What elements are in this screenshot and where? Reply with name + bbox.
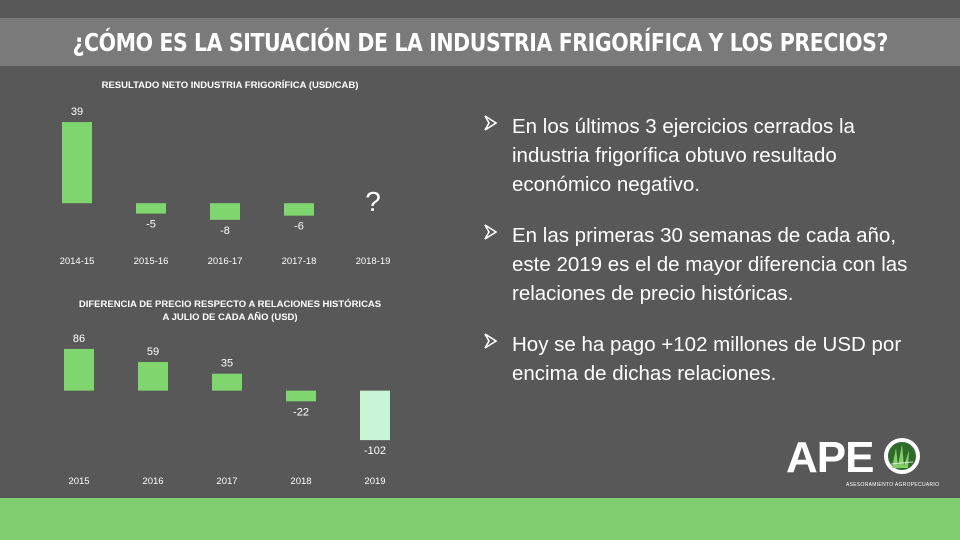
data-label-2018-19: ? xyxy=(365,186,381,217)
chart-title: RESULTADO NETO INDUSTRIA FRIGORÍFICA (US… xyxy=(101,80,359,91)
data-label-2019: -102 xyxy=(364,445,386,457)
category-label-2015: 2015 xyxy=(68,476,89,487)
title-bar: ¿CÓMO ES LA SITUACIÓN DE LA INDUSTRIA FR… xyxy=(0,18,960,66)
chart-title-line-2: A JULIO DE CADA AÑO (USD) xyxy=(162,312,298,323)
bullet-line: En las primeras 30 semanas de cada año, xyxy=(512,224,897,247)
category-label-2014-15: 2014-15 xyxy=(60,256,95,267)
bullet-line: industria frigorífica obtuvo resultado xyxy=(512,144,837,167)
bar-2016 xyxy=(138,362,168,391)
data-label-2015-16: -5 xyxy=(146,219,156,231)
bar-2019 xyxy=(360,390,390,441)
ape-logo: APE ASESORAMIENTO AGROPECUARIO xyxy=(786,432,939,492)
chart-resultado-neto: RESULTADO NETO INDUSTRIA FRIGORÍFICA (US… xyxy=(40,76,420,271)
bullet-line: Hoy se ha pago +102 millones de USD por xyxy=(512,333,902,356)
arrow-bullet-icon xyxy=(484,115,498,131)
category-label-2016: 2016 xyxy=(142,476,163,487)
chart-diferencia-precio: DIFERENCIA DE PRECIO RESPECTO A RELACION… xyxy=(40,296,420,491)
data-label-2014-15: 39 xyxy=(71,106,83,118)
bullet-item: En los últimos 3 ejercicios cerrados la … xyxy=(484,112,934,199)
data-label-2015: 86 xyxy=(73,333,85,345)
bullet-list: En los últimos 3 ejercicios cerrados la … xyxy=(484,112,934,410)
footer-bar xyxy=(0,498,960,540)
bullet-item: Hoy se ha pago +102 millones de USD por … xyxy=(484,330,934,388)
bar-2014-15 xyxy=(62,122,92,204)
arrow-bullet-icon xyxy=(484,224,498,240)
chart-svg: 86 2015 59 2016 35 2017 -22 2018 -102 2019 xyxy=(64,333,390,487)
bullet-line: este 2019 es el de mayor diferencia con … xyxy=(512,253,908,276)
bullet-line: relaciones de precio históricas. xyxy=(512,282,794,305)
logo-subtitle: ASESORAMIENTO AGROPECUARIO xyxy=(846,482,940,488)
chart-title-line-1: DIFERENCIA DE PRECIO RESPECTO A RELACION… xyxy=(78,299,382,310)
logo-text: APE xyxy=(786,433,874,482)
bar-2018 xyxy=(286,390,316,402)
category-label-2018-19: 2018-19 xyxy=(356,256,391,267)
data-label-2018: -22 xyxy=(293,406,309,418)
bar-2017-18 xyxy=(284,203,314,216)
category-label-2018: 2018 xyxy=(290,476,311,487)
category-label-2015-16: 2015-16 xyxy=(134,256,169,267)
bar-2016-17 xyxy=(210,203,240,220)
bullet-line: En los últimos 3 ejercicios cerrados la xyxy=(512,115,855,138)
data-label-2017-18: -6 xyxy=(294,221,304,233)
data-label-2016: 59 xyxy=(147,346,159,358)
grass-circle-icon xyxy=(884,438,920,474)
slide-title: ¿CÓMO ES LA SITUACIÓN DE LA INDUSTRIA FR… xyxy=(72,27,888,57)
data-label-2016-17: -8 xyxy=(220,225,230,237)
bar-2015-16 xyxy=(136,203,166,214)
category-label-2017: 2017 xyxy=(216,476,237,487)
chart-svg: 39 2014-15 -5 2015-16 -8 2016-17 -6 2017-18? 201… xyxy=(60,106,391,267)
category-label-2017-18: 2017-18 xyxy=(282,256,317,267)
arrow-bullet-icon xyxy=(484,333,498,349)
bar-2015 xyxy=(64,348,94,391)
bullet-line: económico negativo. xyxy=(512,173,701,196)
category-label-2016-17: 2016-17 xyxy=(208,256,243,267)
data-label-2017: 35 xyxy=(221,358,233,370)
bullet-line: encima de dichas relaciones. xyxy=(512,362,777,385)
bullet-item: En las primeras 30 semanas de cada año, … xyxy=(484,221,934,308)
category-label-2019: 2019 xyxy=(364,476,385,487)
bar-2017 xyxy=(212,373,242,391)
